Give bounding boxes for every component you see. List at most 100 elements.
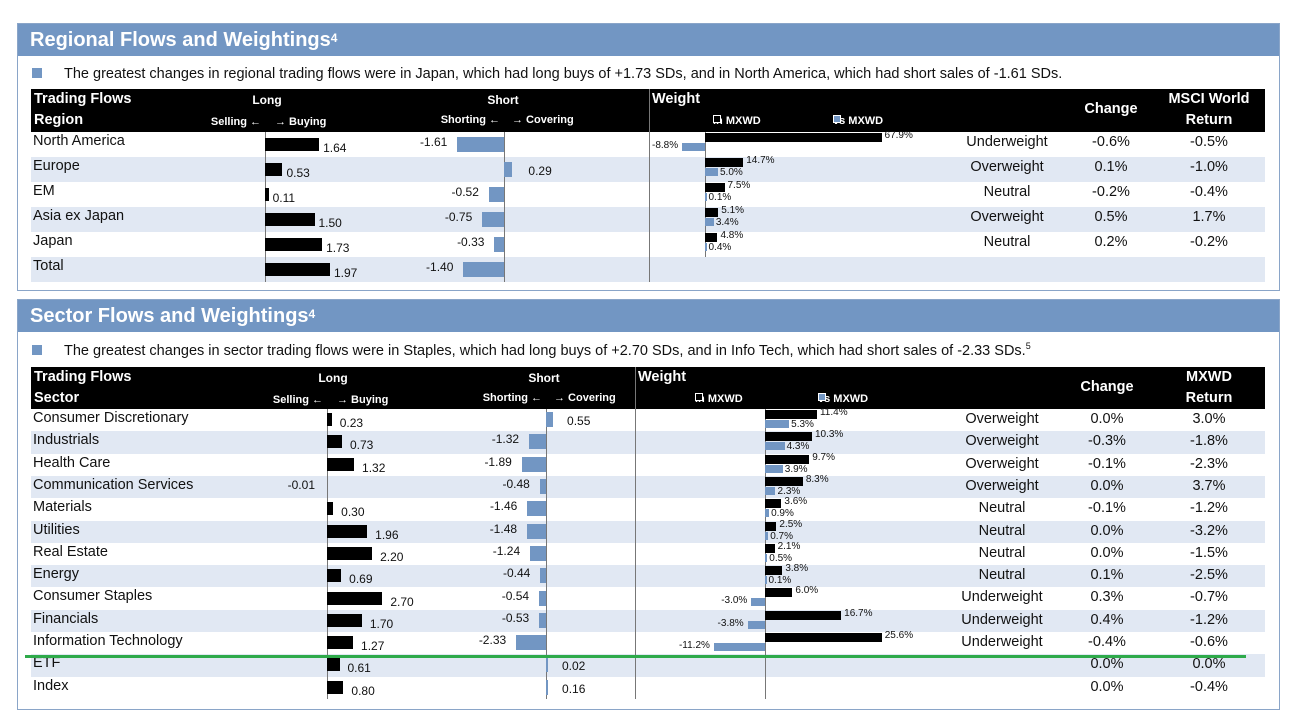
regional-bullet: The greatest changes in regional trading… [32,64,1062,82]
long-value: 0.23 [339,416,364,431]
in-mxwd-value: 5.1% [721,205,745,216]
in-mxwd-value: 25.6% [884,630,914,641]
in-mxwd-bar [765,543,775,553]
long-bar [327,524,368,538]
change-value: 0.1% [1090,567,1124,584]
vs-mxwd-bar [765,509,770,518]
in-mxwd-bar [705,133,882,142]
short-bar [529,434,546,450]
weight-label: Underweight [961,611,1043,628]
long-bar [327,546,373,560]
row-name: Japan [33,233,73,249]
vs-mxwd-value: 0.4% [708,242,732,253]
change-value: 0.5% [1094,209,1128,225]
return-value: -3.2% [1190,522,1228,539]
in-mxwd-bar [765,610,842,620]
weight-label: Overweight [970,159,1044,175]
long-bar [327,636,354,650]
short-value: -0.75 [444,209,473,224]
row-band-weights [650,257,1265,282]
header-key: Sector [34,390,80,406]
long-bar [327,457,355,471]
short-value: -0.54 [501,588,530,603]
row-name: Financials [33,610,99,627]
change-value: 0.1% [1094,159,1128,175]
row-band-weights [650,157,1265,182]
bullet-square-icon [32,67,42,78]
vs-mxwd-value: 4.3% [786,441,810,453]
return-value: -0.7% [1190,589,1228,606]
row-band-weights [650,207,1265,232]
return-value: -0.6% [1190,634,1228,650]
change-value: 0.4% [1090,611,1124,628]
short-bar [521,456,546,472]
short-bar [494,236,504,252]
header-selling: Selling ← [210,116,261,128]
vs-mxwd-bar [705,168,718,176]
weight-label: Underweight [966,134,1048,150]
in-mxwd-bar [765,633,882,642]
row-name: Europe [33,158,80,174]
in-mxwd-value: 3.8% [785,563,809,575]
in-mxwd-value: 16.7% [844,607,873,619]
return-value: -0.4% [1190,184,1228,200]
row-name: Total [33,258,64,274]
short-bar [482,211,504,227]
change-value: -0.2% [1092,184,1130,200]
return-value: -0.2% [1190,234,1228,250]
short-value: -0.44 [503,566,531,581]
weight-divider-line [649,89,650,282]
in-mxwd-value: 8.3% [805,473,829,485]
short-value: -1.48 [489,521,518,536]
header-selling: Selling ← [272,394,323,406]
in-mxwd-value: 11.4% [819,407,848,418]
header-shorting: Shorting ← [440,114,500,126]
in-mxwd-value: 67.9% [884,130,913,141]
short-axis-line [504,132,505,282]
row-name: ETF [33,655,61,672]
short-bar [463,261,504,277]
in-mxwd-bar [765,476,803,486]
row-name: Industrials [33,432,100,449]
header-in-mxwd: in MXWD [695,393,743,405]
long-bar [265,212,315,226]
short-value: -1.89 [484,454,512,469]
vs-mxwd-value: 0.7% [770,530,793,542]
short-value: -0.53 [501,610,530,625]
header-trading-flows: Trading Flows [34,369,132,385]
header-vs-mxwd: vs MXWD [818,393,869,405]
header-vs-mxwd: vs MXWD [833,115,884,127]
vs-mxwd-bar [765,464,783,473]
sector-title: Sector Flows and Weightings4 [18,300,1279,332]
vs-mxwd-bar [705,218,714,226]
long-value: 1.64 [323,140,347,155]
in-mxwd-value: 6.0% [795,585,819,597]
change-value: -0.6% [1092,134,1130,150]
vs-mxwd-value: -8.8% [651,140,679,151]
short-value: -2.33 [478,633,507,648]
in-mxwd-bar [765,588,793,598]
header-return-2: Return [1185,112,1233,128]
return-value: 1.7% [1192,209,1226,225]
change-value: 0.0% [1090,678,1124,695]
table-header: Trading Flows Region Long Selling ← → Buying… [31,89,1265,132]
short-bar [546,412,554,428]
weight-label: Overweight [965,455,1039,472]
sector-bullet: The greatest changes in sector trading f… [32,341,1031,359]
short-bar [457,136,504,152]
header-change: Change [1084,101,1138,117]
in-mxwd-value: 10.3% [814,429,844,441]
in-mxwd-bar [765,410,817,419]
vs-mxwd-swatch-icon [818,393,826,401]
long-bar [265,237,323,251]
vs-mxwd-bar [765,553,768,562]
header-buying: → Buying [337,394,389,406]
vs-mxwd-value: 2.3% [777,485,801,497]
regional-title: Regional Flows and Weightings4 [18,24,1279,56]
change-value: -0.1% [1088,455,1126,472]
long-bar [265,137,320,151]
vs-mxwd-value: 3.9% [784,463,808,475]
vs-mxwd-bar [765,442,785,451]
long-value: 0.73 [349,438,374,453]
header-buying: → Buying [275,116,327,128]
